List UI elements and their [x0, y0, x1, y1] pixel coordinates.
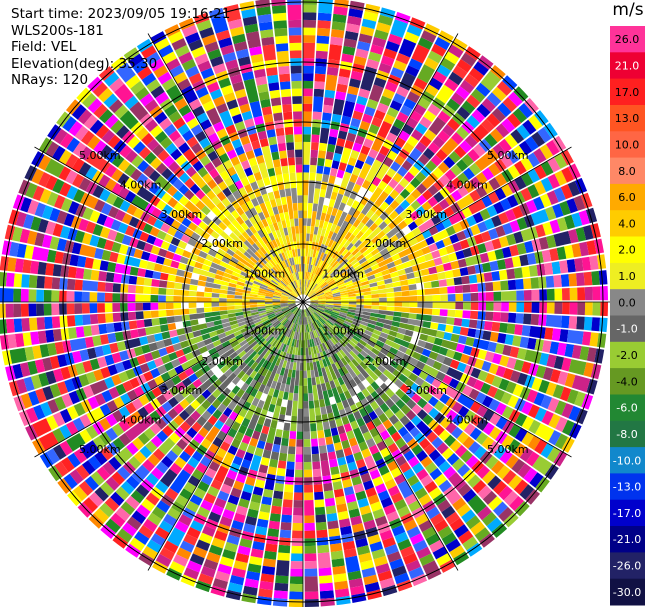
colorbar-swatch [610, 473, 645, 501]
gate-color-group [143, 141, 456, 317]
azimuth-lines [0, 0, 610, 607]
azimuth-line [34, 301, 304, 458]
velocity-colorbar: 26.0 21.0 17.0 13.0 10.0 8.0 6.0 4.0 2.0 1.0 0.0 -1… [610, 26, 645, 606]
azimuth-line [302, 146, 572, 303]
gate-color-group [146, 174, 450, 455]
scan-info: Start time: 2023/09/05 19:16:21 WLS200s-… [11, 6, 230, 89]
gate-color-group [21, 0, 608, 606]
range-label: 3.00km [405, 384, 447, 397]
colorbar-swatch [610, 131, 645, 159]
colorbar-tick-label: -8.0 [616, 428, 637, 441]
colorbar-tick-label: 21.0 [615, 60, 640, 73]
colorbar-tick-label: -26.0 [613, 560, 641, 573]
range-label: 1.00km [322, 268, 364, 281]
colorbar-swatch [610, 394, 645, 422]
colorbar-swatch [610, 210, 645, 237]
range-label: 1.00km [244, 324, 286, 337]
colorbar-tick-label: -4.0 [616, 375, 637, 388]
colorbar-tick-label: 8.0 [618, 165, 636, 178]
gate-color-group [150, 150, 460, 318]
range-label: 2.00km [201, 355, 243, 368]
colorbar-tick-label: 4.0 [618, 217, 636, 230]
colorbar-swatch [610, 105, 645, 132]
colorbar-swatch [610, 52, 645, 80]
azimuth-line [34, 146, 304, 303]
azimuth-line [302, 33, 459, 303]
colorbar-swatch [610, 262, 645, 290]
range-label: 3.00km [405, 208, 447, 221]
colorbar-tick-label: -17.0 [613, 507, 641, 520]
colorbar-swatch [610, 499, 645, 527]
colorbar-tick-label: -6.0 [616, 402, 637, 415]
gate-color-group [148, 302, 453, 463]
range-label: 2.00km [365, 237, 407, 250]
colorbar-tick-label: 6.0 [618, 191, 636, 204]
colorbar-tick-label: 13.0 [615, 112, 640, 125]
gate-color-group [13, 0, 597, 592]
range-label: 2.00km [201, 237, 243, 250]
range-label: 2.00km [365, 355, 407, 368]
colorbar-tick-label: 0.0 [618, 296, 636, 309]
colorbar-tick-label: -2.0 [616, 349, 637, 362]
colorbar-swatch [610, 526, 645, 553]
azimuth-line [147, 301, 304, 571]
colorbar-swatch [610, 26, 645, 53]
range-label: 4.00km [120, 414, 162, 427]
colorbar-swatch [610, 78, 645, 106]
colorbar-swatch [610, 289, 645, 316]
colorbar-swatch [610, 368, 645, 395]
range-labels: 1.00km 1.00km 1.00km 1.00km 2.00km 2.00km 2.00… [79, 149, 529, 456]
colorbar-tick-label: 1.0 [618, 270, 636, 283]
colorbar-tick-label: 10.0 [615, 138, 640, 151]
gate-color-group [2, 11, 574, 587]
azimuth-line [147, 33, 304, 303]
colorbar-tick-label: -21.0 [613, 533, 641, 546]
colorbar-swatch [610, 183, 645, 211]
azimuth-line [302, 301, 572, 458]
colorbar-swatch [610, 236, 645, 264]
colorbar-swatch [610, 341, 645, 369]
azimuth-line [302, 301, 459, 571]
range-label: 3.00km [161, 384, 203, 397]
colorbar-tick-label: -10.0 [613, 454, 641, 467]
colorbar-swatch [610, 552, 645, 580]
range-label: 5.00km [487, 443, 529, 456]
colorbar-tick-label: -30.0 [613, 586, 641, 599]
colorbar-tick-label: -1.0 [616, 323, 637, 336]
range-label: 4.00km [446, 414, 488, 427]
elevation-text: Elevation(deg): 35.30 [11, 55, 158, 72]
range-label: 5.00km [79, 443, 121, 456]
colorbar-swatch [610, 420, 645, 448]
start-time-text: Start time: 2023/09/05 19:16:21 [11, 6, 231, 22]
range-label: 4.00km [120, 179, 162, 192]
colorbar-tick-label: -13.0 [613, 481, 641, 494]
range-label: 3.00km [161, 208, 203, 221]
instrument-name: WLS200s-181 [11, 22, 104, 39]
field-text: Field: VEL [11, 39, 77, 55]
colorbar-swatch [610, 315, 645, 343]
range-label: 4.00km [446, 179, 488, 192]
colorbar-unit: m/s [612, 0, 644, 20]
range-label: 1.00km [322, 324, 364, 337]
gate-color-group [7, 0, 594, 590]
gate-color-group [0, 4, 593, 598]
colorbar-tick-label: 26.0 [615, 33, 640, 46]
nrays-text: NRays: 120 [11, 72, 89, 88]
range-label: 5.00km [79, 149, 121, 162]
gate-color-group [0, 5, 600, 593]
colorbar-swatch [610, 578, 645, 606]
velocity-gates [0, 0, 609, 607]
range-label: 5.00km [487, 149, 529, 162]
ppi-radar-plot: 1.00km 1.00km 1.00km 1.00km 2.00km 2.00km 2.00… [0, 0, 610, 607]
colorbar-swatch [610, 157, 645, 185]
colorbar-swatch [610, 447, 645, 474]
colorbar-tick-label: 2.0 [618, 244, 636, 257]
range-label: 1.00km [244, 268, 286, 281]
colorbar-tick-label: 17.0 [615, 86, 640, 99]
